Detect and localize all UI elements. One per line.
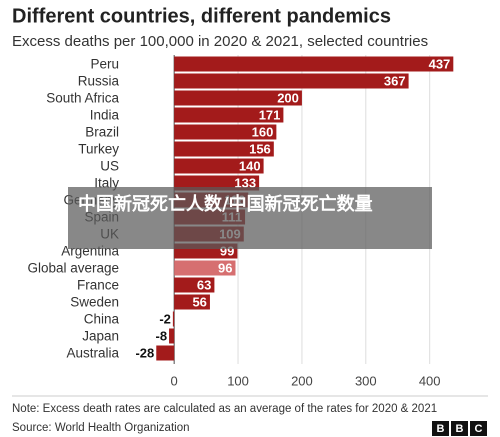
bar [174, 294, 210, 310]
bar [174, 260, 236, 276]
y-tick-label: Global average [27, 261, 119, 276]
logo-letter: B [437, 423, 445, 435]
bar [169, 328, 175, 344]
bar [156, 345, 175, 361]
bar [174, 90, 302, 106]
value-label: -28 [135, 345, 154, 360]
y-tick-label: Italy [94, 176, 119, 191]
y-tick-label: Peru [90, 57, 119, 72]
bar [174, 158, 264, 174]
value-label: 171 [259, 107, 281, 122]
bar [174, 141, 274, 157]
y-tick-label: South Africa [46, 91, 119, 106]
y-tick-label: India [90, 108, 120, 123]
y-tick-label: Sweden [70, 295, 119, 310]
value-label: 156 [249, 141, 271, 156]
chart-subtitle: Excess deaths per 100,000 in 2020 & 2021… [12, 33, 428, 50]
bar [174, 124, 277, 140]
value-label: 56 [192, 294, 206, 309]
x-tick-label: 200 [291, 373, 313, 388]
logo-box [451, 421, 468, 436]
bar [172, 311, 175, 327]
value-label: 63 [197, 277, 211, 292]
value-label: 367 [384, 73, 406, 88]
value-label: -2 [159, 311, 171, 326]
y-tick-label: Japan [82, 329, 119, 344]
value-label: 160 [252, 124, 274, 139]
y-tick-label: Brazil [85, 125, 119, 140]
y-tick-label: Turkey [78, 142, 119, 157]
bar [174, 175, 260, 191]
logo-box [432, 421, 449, 436]
value-label: 437 [429, 56, 451, 71]
note: Note: Excess death rates are calculated … [12, 403, 437, 415]
chart-title: Different countries, different pandemics [12, 5, 391, 27]
logo-letter: C [475, 423, 483, 435]
y-tick-label: Russia [78, 74, 120, 89]
y-tick-label: Australia [66, 346, 119, 361]
value-label: 133 [234, 175, 256, 190]
value-label: 96 [218, 260, 232, 275]
logo-letter: B [456, 423, 464, 435]
x-tick-label: 300 [355, 373, 377, 388]
overlay-banner: 中国新冠死亡人数/中国新冠死亡数量 [68, 187, 432, 249]
source: Source: World Health Organization [12, 422, 190, 434]
x-tick-label: 100 [227, 373, 249, 388]
bar [174, 56, 454, 72]
bar [174, 73, 409, 89]
value-label: 140 [239, 158, 261, 173]
value-label: 200 [277, 90, 299, 105]
y-tick-label: US [100, 159, 119, 174]
x-tick-label: 400 [419, 373, 441, 388]
logo-box [470, 421, 487, 436]
bar [174, 107, 284, 123]
y-tick-label: France [77, 278, 119, 293]
bar [174, 277, 215, 293]
x-tick-label: 0 [171, 373, 178, 388]
value-label: -8 [155, 328, 167, 343]
y-tick-label: China [84, 312, 120, 327]
